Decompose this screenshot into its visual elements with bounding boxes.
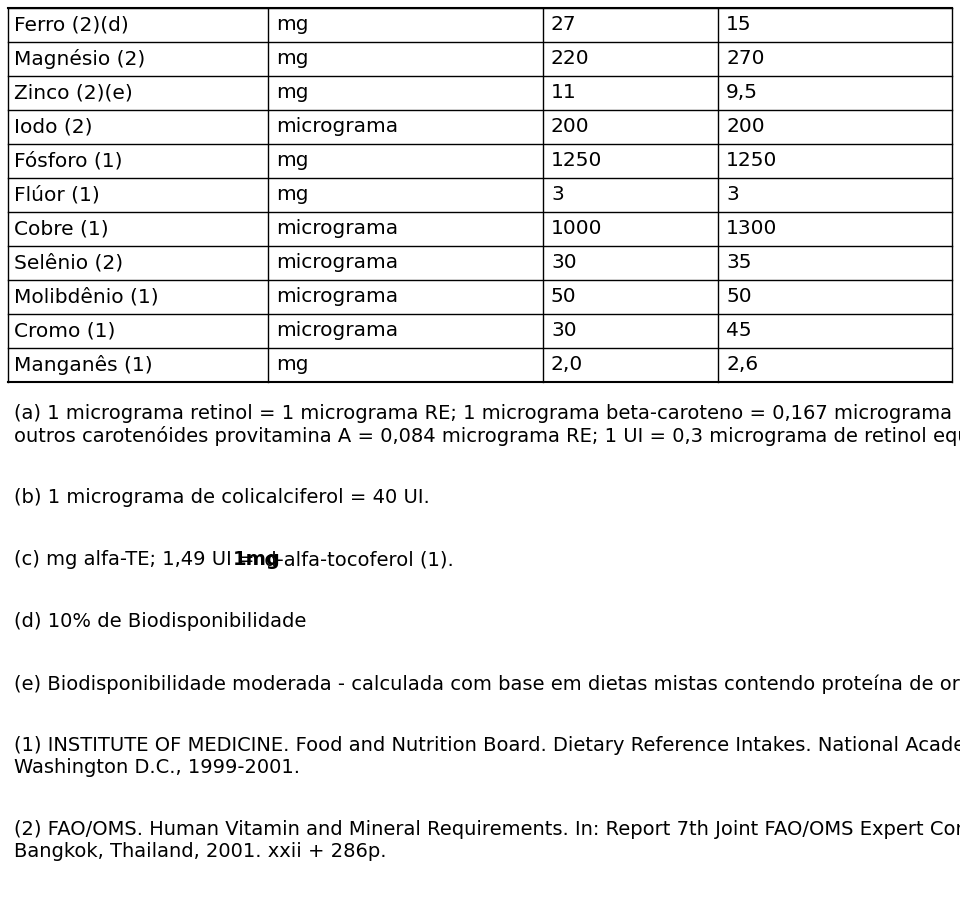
Text: mg: mg bbox=[276, 83, 308, 102]
Text: (d) 10% de Biodisponibilidade: (d) 10% de Biodisponibilidade bbox=[14, 612, 306, 631]
Text: 11: 11 bbox=[551, 83, 577, 102]
Text: 30: 30 bbox=[551, 254, 577, 273]
Text: 200: 200 bbox=[551, 118, 589, 137]
Text: 45: 45 bbox=[726, 322, 752, 341]
Text: Flúor (1): Flúor (1) bbox=[14, 186, 100, 205]
Text: mg: mg bbox=[276, 186, 308, 205]
Text: Zinco (2)(e): Zinco (2)(e) bbox=[14, 83, 132, 102]
Text: Magnésio (2): Magnésio (2) bbox=[14, 49, 145, 69]
Text: Molibdênio (1): Molibdênio (1) bbox=[14, 287, 158, 306]
Text: d-alfa-tocoferol (1).: d-alfa-tocoferol (1). bbox=[257, 550, 453, 569]
Text: (a) 1 micrograma retinol = 1 micrograma RE; 1 micrograma beta-caroteno = 0,167 m: (a) 1 micrograma retinol = 1 micrograma … bbox=[14, 404, 960, 423]
Text: Washington D.C., 1999-2001.: Washington D.C., 1999-2001. bbox=[14, 758, 300, 777]
Text: micrograma: micrograma bbox=[276, 287, 398, 306]
Text: (e) Biodisponibilidade moderada - calculada com base em dietas mistas contendo p: (e) Biodisponibilidade moderada - calcul… bbox=[14, 674, 960, 693]
Text: (c) mg alfa-TE; 1,49 UI =: (c) mg alfa-TE; 1,49 UI = bbox=[14, 550, 261, 569]
Text: 270: 270 bbox=[726, 50, 764, 69]
Text: Manganês (1): Manganês (1) bbox=[14, 355, 153, 375]
Text: micrograma: micrograma bbox=[276, 219, 398, 238]
Text: (b) 1 micrograma de colicalciferol = 40 UI.: (b) 1 micrograma de colicalciferol = 40 … bbox=[14, 488, 430, 507]
Text: 50: 50 bbox=[726, 287, 752, 306]
Text: 1250: 1250 bbox=[551, 151, 602, 170]
Text: micrograma: micrograma bbox=[276, 254, 398, 273]
Text: 15: 15 bbox=[726, 15, 752, 34]
Text: 30: 30 bbox=[551, 322, 577, 341]
Text: Bangkok, Thailand, 2001. xxii + 286p.: Bangkok, Thailand, 2001. xxii + 286p. bbox=[14, 842, 387, 861]
Text: outros carotenóides provitamina A = 0,084 micrograma RE; 1 UI = 0,3 micrograma d: outros carotenóides provitamina A = 0,08… bbox=[14, 426, 960, 446]
Text: mg: mg bbox=[276, 15, 308, 34]
Text: 2,6: 2,6 bbox=[726, 355, 758, 374]
Text: Selênio (2): Selênio (2) bbox=[14, 254, 123, 273]
Text: 3: 3 bbox=[726, 186, 739, 205]
Text: (2) FAO/OMS. Human Vitamin and Mineral Requirements. In: Report 7th Joint FAO/OM: (2) FAO/OMS. Human Vitamin and Mineral R… bbox=[14, 820, 960, 839]
Text: 1000: 1000 bbox=[551, 219, 603, 238]
Text: Cromo (1): Cromo (1) bbox=[14, 322, 115, 341]
Text: mg: mg bbox=[276, 151, 308, 170]
Text: Ferro (2)(d): Ferro (2)(d) bbox=[14, 15, 129, 34]
Text: 9,5: 9,5 bbox=[726, 83, 758, 102]
Text: 1300: 1300 bbox=[726, 219, 778, 238]
Text: Cobre (1): Cobre (1) bbox=[14, 219, 108, 238]
Text: 200: 200 bbox=[726, 118, 764, 137]
Text: mg: mg bbox=[276, 355, 308, 374]
Text: 220: 220 bbox=[551, 50, 589, 69]
Text: 1250: 1250 bbox=[726, 151, 778, 170]
Text: (1) INSTITUTE OF MEDICINE. Food and Nutrition Board. Dietary Reference Intakes. : (1) INSTITUTE OF MEDICINE. Food and Nutr… bbox=[14, 736, 960, 755]
Text: 50: 50 bbox=[551, 287, 577, 306]
Text: micrograma: micrograma bbox=[276, 322, 398, 341]
Text: 2,0: 2,0 bbox=[551, 355, 584, 374]
Text: Iodo (2): Iodo (2) bbox=[14, 118, 92, 137]
Text: 35: 35 bbox=[726, 254, 752, 273]
Text: micrograma: micrograma bbox=[276, 118, 398, 137]
Text: Fósforo (1): Fósforo (1) bbox=[14, 151, 123, 170]
Text: mg: mg bbox=[276, 50, 308, 69]
Text: 1mg: 1mg bbox=[232, 550, 280, 569]
Text: 27: 27 bbox=[551, 15, 577, 34]
Text: 3: 3 bbox=[551, 186, 564, 205]
